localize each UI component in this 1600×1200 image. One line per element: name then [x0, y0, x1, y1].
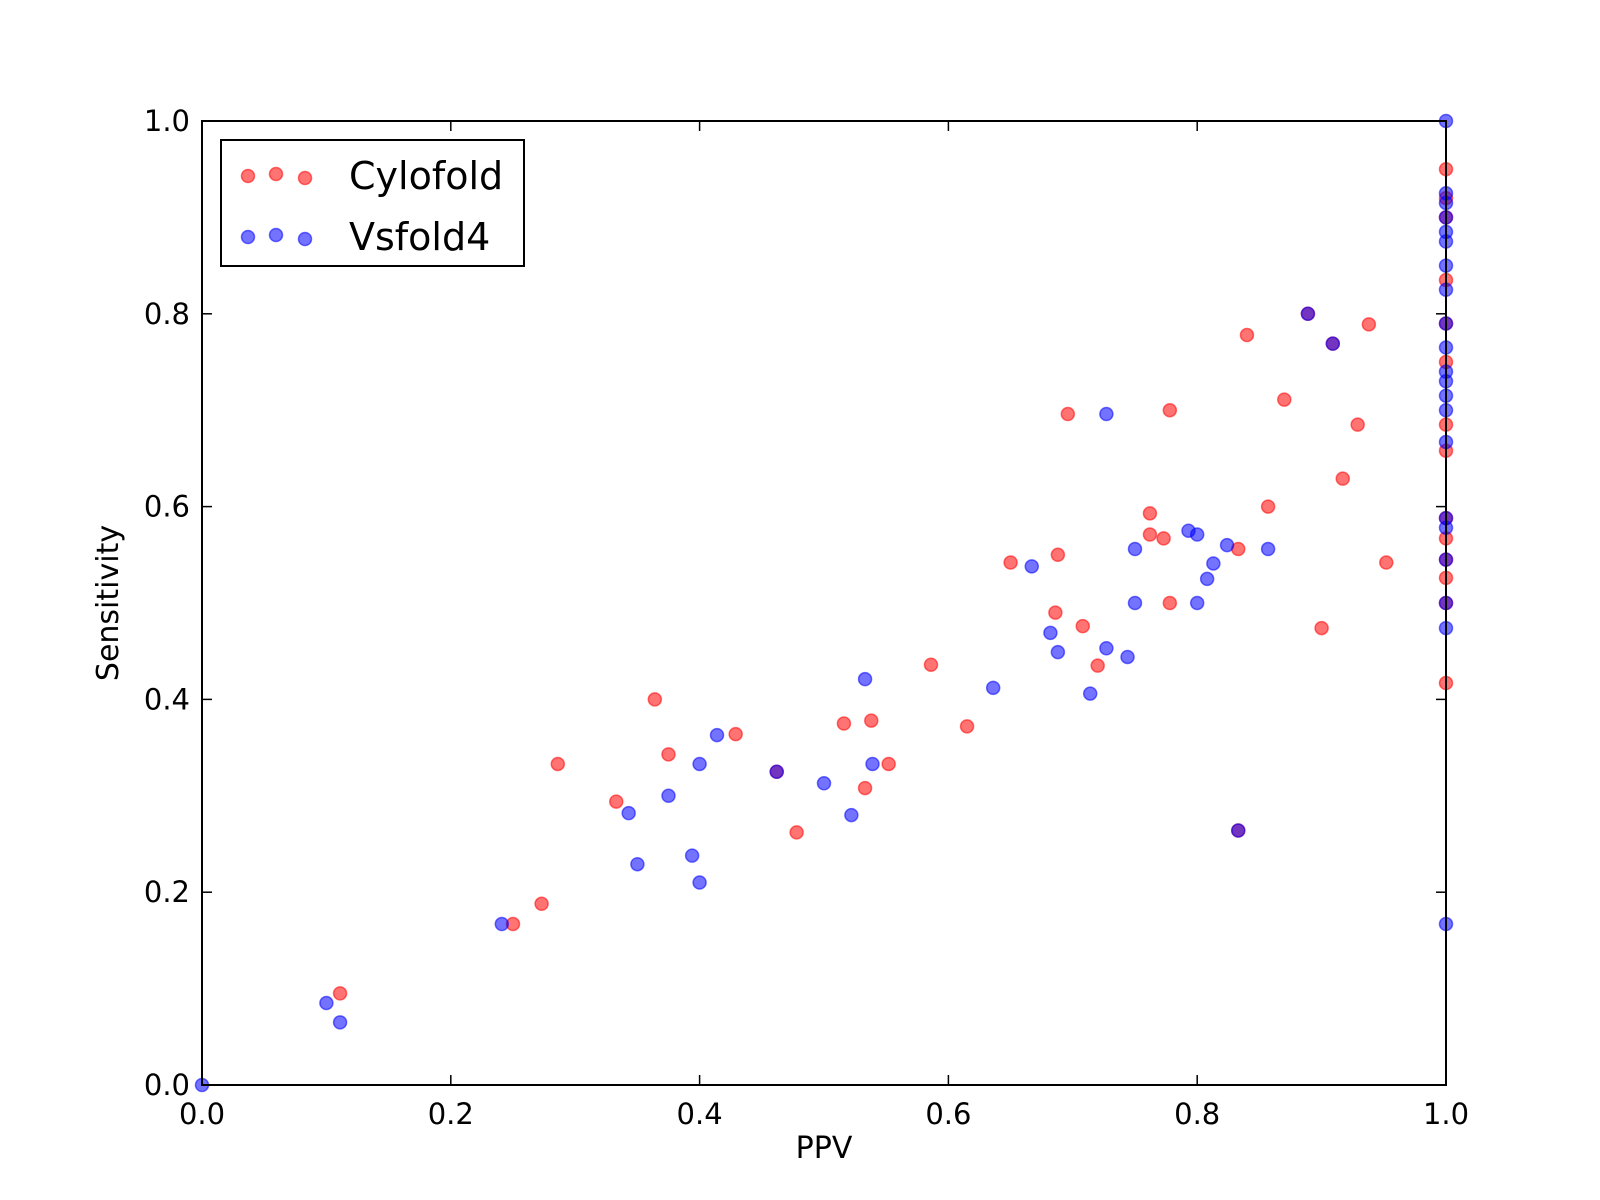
y-tick-label: 0.2 — [144, 875, 190, 909]
point-vsfold4-22 — [1099, 406, 1114, 422]
point-vsfold4-10 — [709, 727, 725, 743]
legend-marker-cylofold — [268, 166, 284, 182]
point-vsfold4-11 — [769, 764, 784, 779]
point-vsfold4-28 — [1189, 595, 1205, 611]
point-vsfold4-33 — [1260, 541, 1276, 557]
point-vsfold4-9 — [692, 875, 707, 890]
plot-area-frame — [201, 120, 1447, 1086]
point-cylofold-10 — [836, 716, 852, 731]
point-vsfold4-31 — [1219, 537, 1235, 553]
point-cylofold-38 — [1379, 555, 1394, 570]
x-tick-label: 0.6 — [925, 1097, 971, 1131]
point-vsfold4-4 — [621, 805, 636, 821]
point-vsfold4-34 — [1300, 306, 1316, 322]
point-vsfold4-18 — [1043, 625, 1058, 641]
point-cylofold-5 — [647, 692, 663, 707]
y-tick-label: 0.8 — [144, 297, 190, 331]
point-cylofold-4 — [609, 794, 624, 809]
y-axis-label: Sensitivity — [91, 525, 126, 681]
point-cylofold-2 — [534, 896, 549, 912]
x-tick-label: 0.2 — [428, 1097, 474, 1131]
point-vsfold4-19 — [1050, 644, 1066, 660]
point-vsfold4-23 — [1120, 649, 1135, 665]
point-vsfold4-3 — [494, 916, 510, 932]
legend: Cylofold Vsfold4 — [220, 139, 525, 267]
x-tick-label: 0.8 — [1174, 1097, 1220, 1131]
point-cylofold-17 — [1048, 605, 1063, 620]
x-tick-label: 0.4 — [677, 1097, 723, 1131]
legend-marker-cylofold — [297, 170, 313, 186]
point-cylofold-33 — [1314, 620, 1329, 636]
legend-marker-vsfold4 — [297, 231, 313, 247]
point-vsfold4-12 — [816, 776, 832, 791]
legend-frame — [220, 139, 525, 267]
point-vsfold4-7 — [684, 848, 700, 863]
ticks-layer: 0.0 0.2 0.4 0.6 0.8 1.0 0.0 0.2 0.4 0.6 0.8 1.0 — [144, 104, 1469, 1131]
point-cylofold-15 — [959, 719, 975, 734]
y-tick-label: 0.6 — [144, 490, 190, 524]
point-cylofold-14 — [923, 657, 939, 672]
point-vsfold4-6 — [661, 788, 676, 804]
point-cylofold-9 — [789, 825, 804, 840]
point-vsfold4-35 — [1325, 336, 1341, 351]
point-vsfold4-29 — [1199, 571, 1215, 587]
point-vsfold4-16 — [985, 680, 1001, 696]
point-vsfold4-14 — [857, 671, 873, 687]
point-vsfold4-20 — [1082, 686, 1098, 701]
point-vsfold4-30 — [1206, 556, 1221, 571]
point-cylofold-31 — [1277, 392, 1292, 407]
point-vsfold4-21 — [1099, 641, 1114, 656]
point-cylofold-21 — [1090, 658, 1105, 673]
x-tick-label: 0.0 — [179, 1097, 225, 1131]
point-cylofold-16 — [1003, 555, 1018, 570]
point-cylofold-26 — [1162, 595, 1178, 611]
point-cylofold-37 — [1361, 317, 1377, 332]
point-cylofold-30 — [1260, 499, 1276, 514]
point-cylofold-11 — [857, 780, 873, 796]
point-cylofold-18 — [1050, 547, 1066, 563]
legend-marker-cylofold — [240, 168, 256, 184]
x-tick-label: 1.0 — [1423, 1097, 1469, 1131]
y-tick-label: 0.0 — [144, 1068, 190, 1102]
x-axis-label: PPV — [796, 1131, 853, 1166]
point-cylofold-36 — [1350, 417, 1365, 432]
point-cylofold-35 — [1335, 471, 1350, 486]
point-vsfold4-13 — [844, 807, 859, 823]
point-cylofold-6 — [661, 747, 676, 762]
legend-marker-vsfold4 — [268, 227, 284, 243]
point-vsfold4-25 — [1127, 595, 1143, 611]
legend-marker-vsfold4 — [240, 229, 256, 245]
point-cylofold-22 — [1142, 506, 1158, 521]
point-vsfold4-8 — [692, 756, 707, 772]
point-cylofold-20 — [1075, 618, 1091, 634]
point-cylofold-23 — [1142, 527, 1158, 542]
point-vsfold4-32 — [1231, 823, 1246, 838]
point-cylofold-29 — [1239, 327, 1255, 343]
point-cylofold-25 — [1162, 402, 1178, 418]
point-vsfold4-2 — [332, 1015, 348, 1030]
point-cylofold-12 — [864, 713, 879, 728]
legend-label-cylofold: Cylofold — [349, 154, 503, 198]
point-vsfold4-27 — [1189, 527, 1205, 542]
point-cylofold-19 — [1060, 406, 1076, 422]
point-vsfold4-15 — [865, 756, 880, 772]
y-tick-label: 1.0 — [144, 104, 190, 138]
point-cylofold-13 — [881, 756, 896, 772]
legend-label-vsfold4: Vsfold4 — [349, 215, 490, 259]
point-vsfold4-24 — [1127, 541, 1143, 557]
point-cylofold-24 — [1156, 531, 1171, 546]
point-vsfold4-17 — [1024, 559, 1039, 574]
point-cylofold-7 — [728, 726, 743, 742]
point-cylofold-0 — [332, 986, 348, 1001]
point-vsfold4-5 — [630, 856, 645, 872]
point-cylofold-3 — [550, 756, 566, 772]
point-vsfold4-1 — [319, 995, 334, 1011]
y-tick-label: 0.4 — [144, 682, 190, 716]
